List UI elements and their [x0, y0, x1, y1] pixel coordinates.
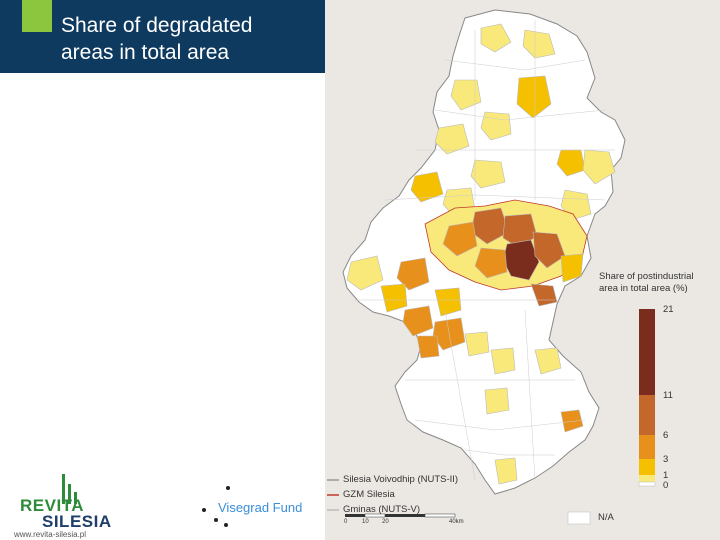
title-line-1: Share of degradated [61, 14, 253, 37]
legend-tick-11: 11 [663, 390, 673, 401]
legend-tick-0: 0 [663, 480, 669, 491]
title-line-2: areas in total area [61, 41, 230, 64]
revita-logo-mark [62, 474, 77, 504]
legend-title-line-1: Share of postindustrial [599, 271, 694, 282]
legend-tick-6: 6 [663, 430, 669, 441]
legend-tick-1: 1 [663, 470, 669, 481]
scale-bar [345, 513, 456, 518]
revita-logo-text: REVITA [20, 496, 85, 515]
legend-title: Share of postindustrial area in total ar… [599, 271, 694, 295]
legend-class-1 [639, 475, 655, 482]
line-legend-label-voivodeship: Silesia Voivodhip (NUTS-II) [343, 474, 459, 485]
legend-title-line-2: area in total area (%) [599, 283, 688, 294]
header-accent-block [22, 0, 52, 32]
na-label: N/A [598, 512, 614, 523]
map-panel: Share of postindustrial area in total ar… [325, 0, 720, 540]
scale-label-0: 0 [344, 519, 348, 525]
legend-class-11 [639, 395, 655, 435]
legend-class-3 [639, 459, 655, 475]
scale-label-40km: 40km [449, 519, 464, 525]
silesia-map [327, 9, 656, 525]
visegrad-fund-logo: Visegrad Fund [190, 470, 325, 535]
scale-label-10: 10 [362, 519, 369, 525]
legend-class-21 [639, 309, 655, 395]
line-legend-label-gzm: GZM Silesia [343, 489, 395, 500]
legend-tick-21: 21 [663, 304, 674, 315]
visegrad-fund-text: Visegrad Fund [218, 500, 303, 515]
silesia-logo-text: SILESIA [42, 512, 112, 531]
scale-label-20: 20 [382, 519, 389, 525]
legend-color-bar [638, 309, 656, 487]
visegrad-logo-dots [202, 486, 230, 527]
na-swatch [567, 511, 591, 525]
legend-tick-3: 3 [663, 454, 669, 465]
legend-class-0 [638, 481, 656, 487]
revita-silesia-logo: REVITA SILESIA www.revita-silesia.pl [14, 470, 184, 540]
legend-class-6 [639, 435, 655, 459]
line-legend-label-gminas: Gminas (NUTS-V) [343, 504, 421, 515]
slide-title: Share of degradated areas in total area [61, 12, 252, 66]
revita-url: www.revita-silesia.pl [14, 530, 87, 539]
